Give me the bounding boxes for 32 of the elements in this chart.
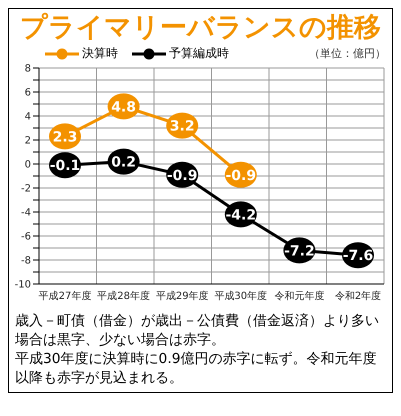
data-label: -7.6 <box>342 248 374 264</box>
text: （単位：億円） <box>309 46 386 61</box>
y-tick-label: -10 <box>14 280 31 291</box>
text: 平成30年度に決算時に0.9億円の赤字に転ず。令和元年度以降も赤字が見込まれる。 <box>15 350 378 388</box>
data-label: -0.1 <box>50 158 80 174</box>
data-label: -7.2 <box>284 243 315 260</box>
y-tick-label: -2 <box>21 184 31 195</box>
x-tick-label: 令和元年度 <box>274 290 324 302</box>
data-label: -4.2 <box>225 207 256 224</box>
data-label: -0.9 <box>166 168 198 184</box>
y-tick-label: -8 <box>21 256 31 267</box>
y-tick-label: -4 <box>21 208 31 219</box>
x-tick-label: 平成30年度 <box>214 290 268 302</box>
x-tick-label: 令和2年度 <box>334 290 382 302</box>
x-tick-label: 平成29年度 <box>156 290 209 302</box>
legend-label: 決算時 <box>82 45 118 62</box>
y-tick-label: 2 <box>24 136 31 147</box>
legend-label: 予算編成時 <box>169 45 229 62</box>
y-tick-label: 0 <box>24 160 31 171</box>
data-label: 0.2 <box>111 154 136 171</box>
text: 歳入－町債（借金）が歳出－公債費（借金返済）より多い場合は黒字、少ない場合は赤字。 <box>15 312 380 350</box>
y-tick-label: 6 <box>24 88 31 99</box>
chart-title: プライマリーバランスの推移 <box>19 11 382 45</box>
y-tick-label: 8 <box>24 64 31 75</box>
data-label: 2.3 <box>52 129 78 146</box>
x-tick-label: 平成27年度 <box>38 290 92 302</box>
data-label: 4.8 <box>111 99 136 116</box>
x-tick-label: 平成28年度 <box>97 290 150 302</box>
y-tick-label: 4 <box>24 112 31 123</box>
data-label: -0.9 <box>225 168 256 184</box>
y-tick-label: -6 <box>21 232 31 243</box>
data-label: 3.2 <box>170 118 195 135</box>
